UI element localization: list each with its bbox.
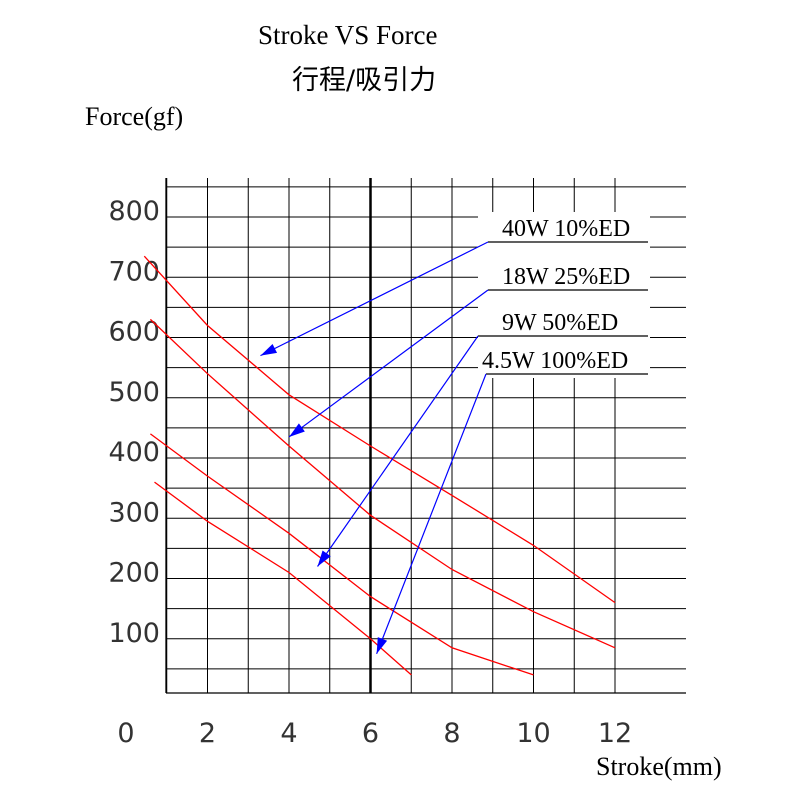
legend-label-4-5w-100-ed: 4.5W 100%ED [482, 348, 628, 374]
x-tick-label: 4 [280, 718, 297, 749]
x-tick-labels: 0 2 4 6 8 10 12 [117, 718, 632, 749]
pointer-line-9w-50-ed [317, 335, 479, 567]
x-axis-label: Stroke(mm) [596, 752, 722, 781]
legend-label-18w-25-ed: 18W 25%ED [502, 264, 630, 290]
pointer-arrowhead [289, 423, 305, 437]
y-tick-label: 400 [108, 437, 160, 468]
series-curve-40w-10-ed [143, 255, 616, 604]
legend-pointers [260, 241, 489, 655]
legend-label-40w-10-ed: 40W 10%ED [502, 216, 630, 242]
x-tick-label: 8 [443, 718, 460, 749]
pointer-arrowhead [317, 550, 331, 567]
chart-title: Stroke VS Force [258, 20, 438, 50]
y-tick-label: 300 [108, 497, 160, 528]
series-curve-18w-25-ed [149, 318, 616, 649]
x-tick-label: 12 [598, 718, 632, 749]
x-tick-label: 6 [362, 718, 379, 749]
legend-label-9w-50-ed: 9W 50%ED [502, 310, 618, 336]
y-axis-label: Force(gf) [85, 102, 184, 131]
pointer-line-18w-25-ed [288, 289, 489, 438]
pointer-line-40w-10-ed [260, 241, 489, 357]
y-tick-label: 700 [108, 256, 160, 287]
series-curve-4-5w-100-ed [154, 481, 412, 676]
pointer-arrowhead [260, 343, 278, 356]
pointer-arrowhead [376, 637, 388, 654]
pointer-line-4-5w-100-ed [376, 373, 487, 655]
x-tick-label: 10 [516, 718, 550, 749]
legend: 40W 10%ED 18W 25%ED 9W 50%ED 4.5W 100%ED [478, 212, 650, 378]
x-tick-label: 2 [199, 718, 216, 749]
y-tick-labels: 800 700 600 500 400 300 200 100 [108, 196, 160, 649]
x-tick-label: 0 [117, 718, 134, 749]
y-tick-label: 500 [108, 377, 160, 408]
legend-background [478, 212, 650, 378]
chart-subtitle: 行程/吸引力 [292, 65, 437, 96]
y-tick-label: 100 [108, 618, 160, 649]
y-tick-label: 600 [108, 317, 160, 348]
y-tick-label: 800 [108, 196, 160, 227]
y-tick-label: 200 [108, 558, 160, 589]
series-curves [143, 255, 616, 676]
series-curve-9w-50-ed [150, 433, 534, 676]
